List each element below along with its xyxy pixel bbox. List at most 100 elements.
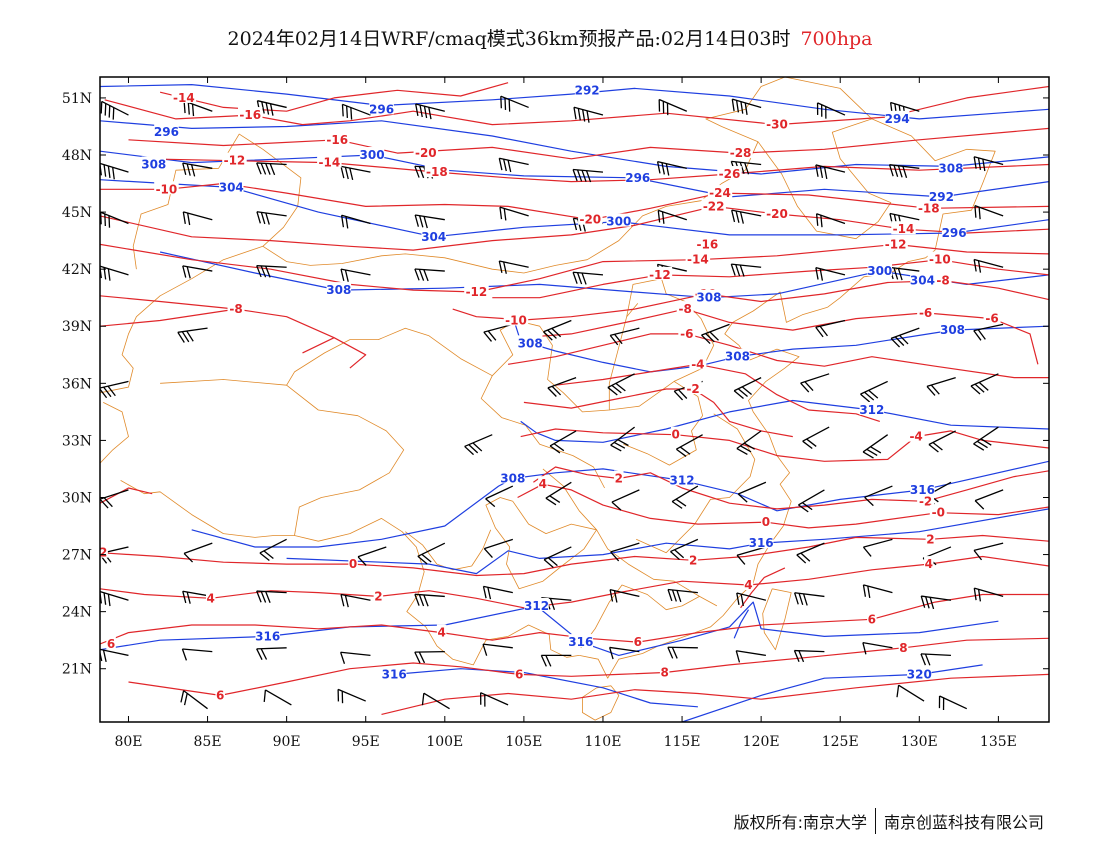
- temperature-label: 2: [374, 589, 382, 603]
- height-label: 292: [929, 190, 954, 204]
- wind-barb: [735, 650, 766, 663]
- wind-barb: [815, 164, 846, 180]
- wind-barb: [498, 157, 529, 173]
- wind-barb: [667, 646, 698, 659]
- wind-barb: [572, 271, 604, 285]
- temperature-label: -12: [224, 154, 246, 168]
- wind-barb: [973, 258, 1004, 273]
- temperature-label: 2: [615, 471, 623, 485]
- wind-barb: [862, 584, 893, 599]
- temperature-label-bg: [647, 266, 673, 280]
- border-line: [132, 133, 302, 270]
- wind-barb: [701, 323, 730, 345]
- temperature-label: 4: [207, 591, 215, 605]
- wind-barb: [100, 100, 129, 120]
- temperature-label-bg: [503, 312, 529, 326]
- wind-barb: [464, 434, 493, 456]
- border-line: [100, 402, 129, 464]
- temperature-label: -28: [730, 146, 752, 160]
- lat-tick-label: 24N: [62, 605, 92, 621]
- temperature-label: -10: [929, 253, 951, 267]
- wind-barb: [483, 538, 514, 558]
- temperature-label-bg: [348, 556, 358, 570]
- height-label: 304: [910, 274, 935, 288]
- temperature-label: 8: [899, 641, 907, 655]
- temperature-label-bg: [688, 552, 698, 566]
- wind-barb: [610, 542, 640, 562]
- height-label: 304: [219, 180, 244, 194]
- temperature-label: 6: [107, 637, 115, 651]
- temperature-label: -20: [415, 146, 437, 160]
- wind-barb: [572, 168, 604, 183]
- wind-barb: [483, 323, 513, 342]
- wind-barb: [737, 481, 767, 503]
- temperature-label-bg: [678, 325, 696, 339]
- temperature-label: -6: [985, 312, 998, 326]
- wind-barb: [815, 266, 846, 281]
- lat-tick-label: 21N: [62, 662, 92, 678]
- border-line: [542, 468, 718, 607]
- lat-tick-label: 30N: [62, 490, 92, 506]
- height-contour: [191, 460, 1049, 548]
- province-borders: [100, 77, 996, 721]
- lat-tick-label: 36N: [62, 376, 92, 392]
- height-contour: [159, 251, 1049, 299]
- temperature-labels: -14-16-16-14-12-10-20-18-30-28-26-24-22-…: [100, 89, 1001, 702]
- temperature-label: -2: [919, 494, 932, 508]
- wind-barb: [610, 426, 635, 452]
- temperature-contour: [517, 483, 1049, 529]
- temperature-label-bg: [917, 493, 935, 507]
- temperature-label: -18: [426, 165, 448, 179]
- temperature-contour: [100, 308, 237, 327]
- temperature-label: -20: [766, 207, 788, 221]
- height-label: 296: [369, 102, 394, 116]
- height-label: 320: [907, 667, 932, 681]
- height-label: 308: [518, 336, 543, 350]
- temperature-contour: [159, 82, 509, 112]
- temperature-label: -6: [919, 306, 932, 320]
- lon-tick-label: 110E: [584, 734, 621, 750]
- temperature-label-bg: [171, 89, 197, 103]
- temperature-label: 4: [744, 578, 752, 592]
- wind-barb: [920, 595, 952, 610]
- temperature-label-bg: [934, 272, 952, 286]
- height-label-bg: [606, 213, 632, 227]
- temperature-label: -18: [918, 201, 940, 215]
- temperature-label: -14: [893, 222, 915, 236]
- wind-barb: [920, 653, 951, 666]
- temperature-label: 4: [539, 477, 547, 491]
- temperature-label-bg: [424, 164, 450, 178]
- wind-barb: [485, 485, 514, 508]
- wind-barb: [862, 434, 889, 459]
- copyright-company: 南京创蓝科技有限公司: [883, 813, 1044, 832]
- temperature-label-bg: [106, 635, 116, 649]
- temperature-label-bg: [717, 166, 742, 180]
- wind-barb: [177, 327, 208, 343]
- border-line: [100, 77, 786, 394]
- height-label-bg: [359, 147, 385, 161]
- temperature-label: 4: [437, 626, 445, 640]
- temperature-label-bg: [100, 544, 108, 558]
- lat-tick-label: 42N: [62, 262, 92, 278]
- height-label-bg: [568, 634, 594, 648]
- height-label-bg: [859, 401, 885, 415]
- lat-tick-label: 33N: [62, 433, 92, 449]
- plot-area: -14-16-16-14-12-10-20-18-30-28-26-24-22-…: [100, 77, 1049, 722]
- lon-tick-label: 130E: [901, 734, 938, 750]
- temperature-label: 0: [672, 428, 680, 442]
- wind-barb: [609, 646, 640, 660]
- temperature-label-bg: [695, 236, 720, 250]
- height-contour: [733, 609, 750, 639]
- wind-barb: [926, 376, 956, 396]
- temperature-contour: [533, 466, 1049, 510]
- wind-barb: [800, 373, 830, 393]
- temperature-label-bg: [728, 145, 753, 159]
- lon-tick-label: 100E: [426, 734, 463, 750]
- temperature-label: -24: [709, 186, 731, 200]
- wind-barb: [928, 430, 956, 453]
- height-label-bg: [524, 597, 549, 611]
- height-label: 308: [938, 161, 963, 175]
- wind-barb: [860, 380, 888, 403]
- temperature-label-bg: [743, 577, 754, 591]
- temperature-label-bg: [707, 185, 733, 199]
